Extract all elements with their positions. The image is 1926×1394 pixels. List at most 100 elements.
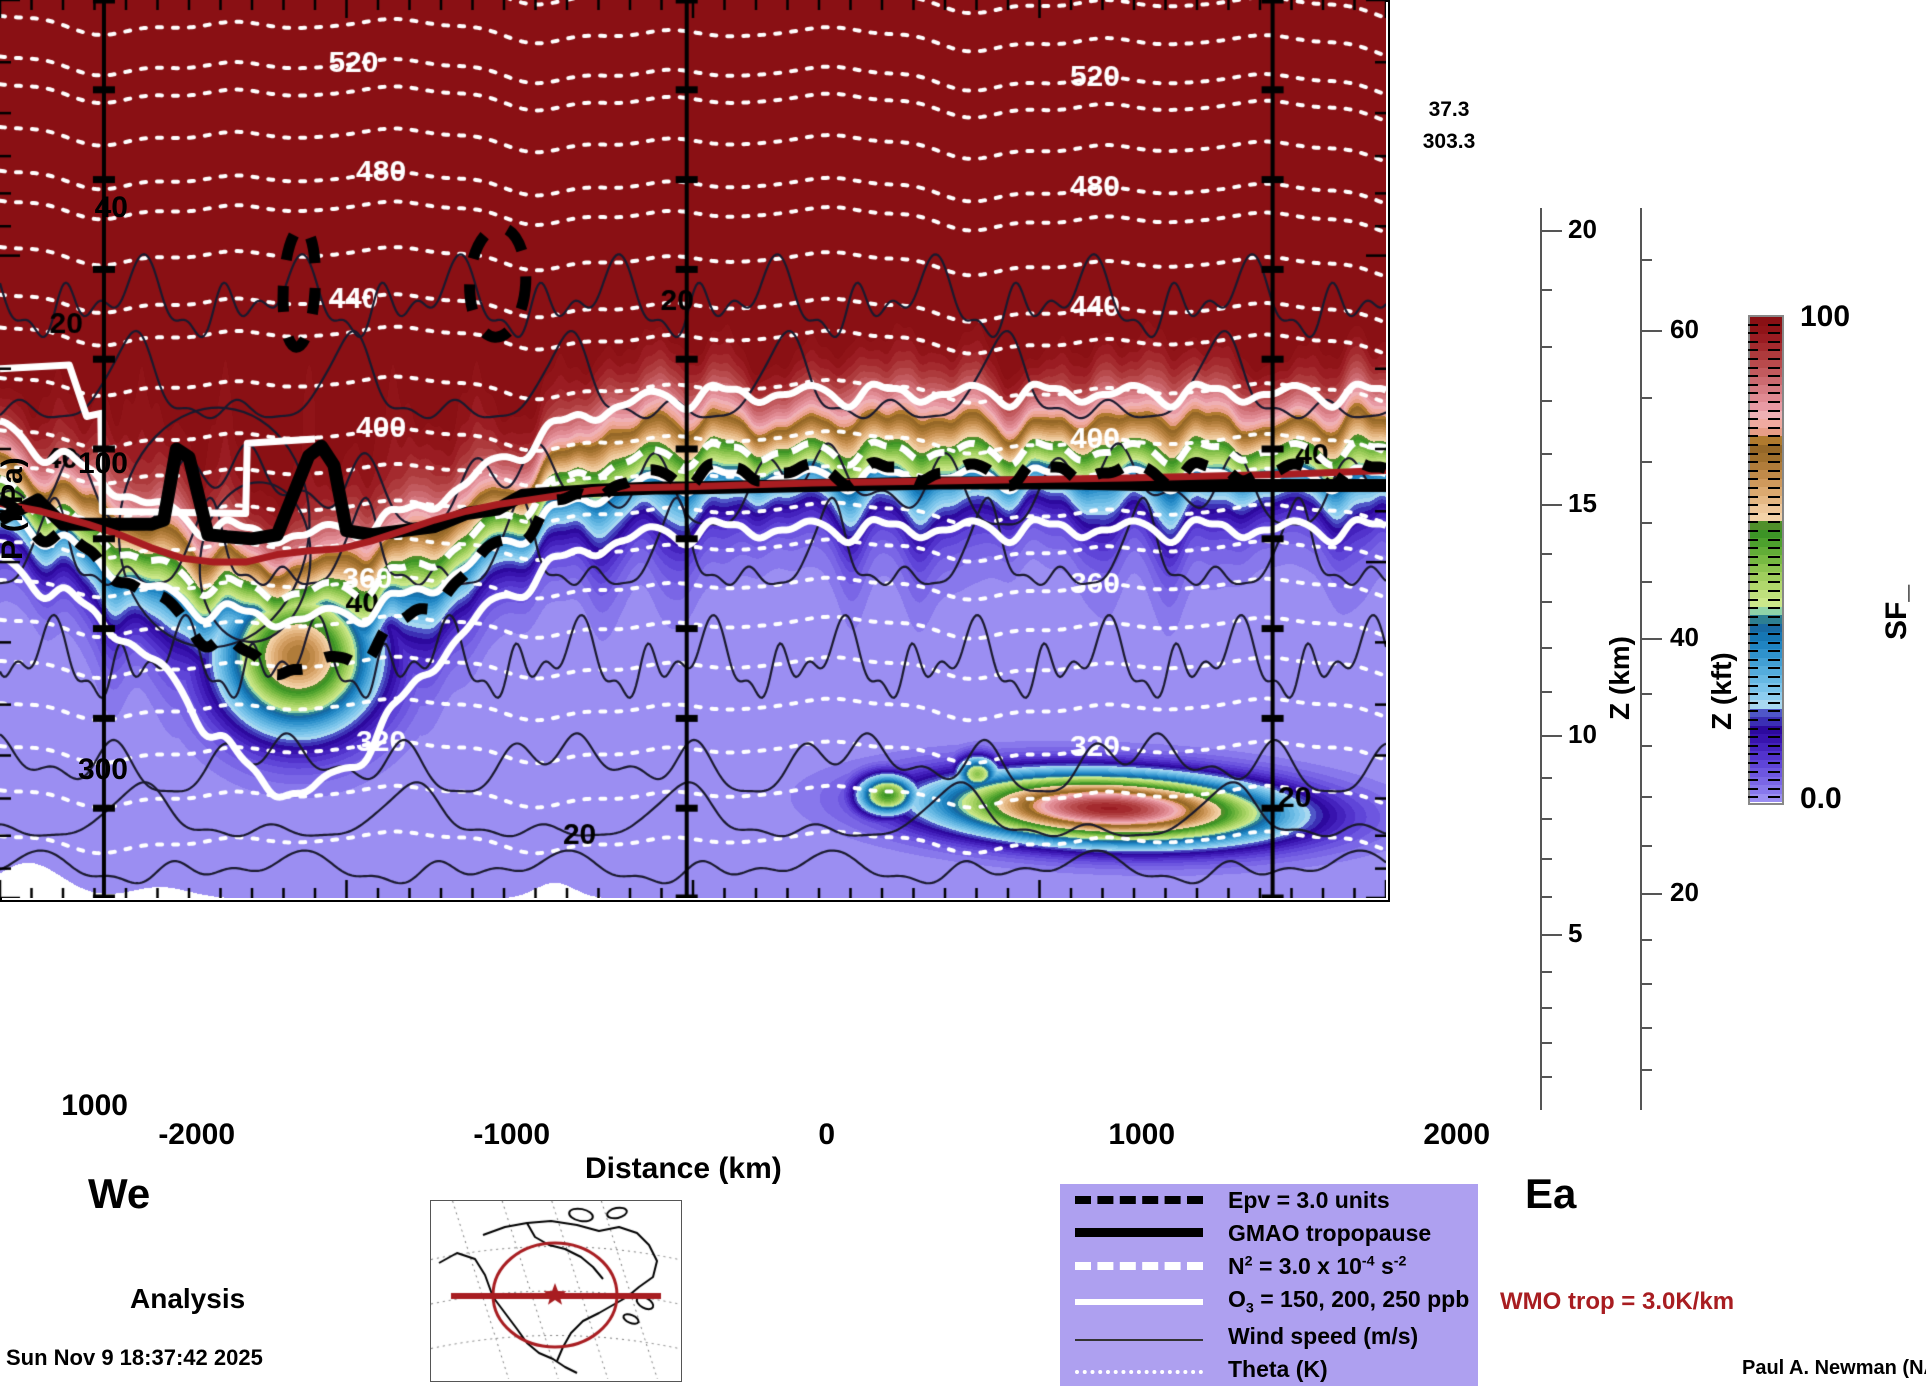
x-tick-label: 1000 [1108, 1118, 1176, 1151]
colorbar-tick [1748, 701, 1758, 704]
colorbar-tick [1748, 710, 1758, 713]
colorbar-tick [1768, 667, 1780, 670]
x-tick-label: -2000 [158, 1118, 236, 1151]
colorbar-tick [1768, 796, 1780, 799]
generation-timestamp: Sun Nov 9 18:37:42 2025 [6, 1345, 263, 1370]
colorbar-tick [1748, 658, 1758, 661]
legend-box: Epv = 3.0 units GMAO tropopause N2 = 3.0… [1060, 1184, 1478, 1386]
colorbar-tick [1768, 555, 1780, 558]
colorbar-tick [1748, 340, 1758, 343]
colorbar-tick [1768, 486, 1780, 489]
colorbar-title: SF_ [1880, 584, 1913, 640]
colorbar-tick [1768, 461, 1780, 464]
colorbar-band [1750, 725, 1782, 735]
colorbar-tick [1748, 753, 1758, 756]
legend-row: Theta (K) [1060, 1353, 1478, 1386]
colorbar-tick [1768, 504, 1780, 507]
colorbar-band [1750, 410, 1782, 420]
gmao-tropopause-line-icon [1060, 1217, 1214, 1250]
colorbar-tick [1748, 383, 1758, 386]
colorbar-tick [1748, 779, 1758, 782]
colorbar-band [1750, 461, 1782, 471]
inset-locator-map[interactable] [430, 1200, 682, 1382]
colorbar-tick [1768, 443, 1780, 446]
colorbar-tick [1768, 469, 1780, 472]
colorbar-band [1750, 793, 1782, 803]
legend-row: GMAO tropopause [1060, 1217, 1478, 1250]
west-endpoint-label: We [88, 1170, 151, 1217]
colorbar-tick [1748, 332, 1758, 335]
colorbar-band [1750, 598, 1782, 607]
colorbar-tick [1768, 710, 1780, 713]
colorbar-tick [1748, 504, 1758, 507]
colorbar-tick [1768, 521, 1780, 524]
x-axis-title: Distance (km) [585, 1152, 782, 1185]
colorbar-band [1750, 385, 1782, 394]
colorbar-band [1750, 768, 1782, 777]
colorbar-tick [1768, 676, 1780, 679]
cross-section-plot[interactable] [0, 0, 1390, 902]
colorbar-band [1750, 674, 1782, 684]
colorbar-tick [1748, 744, 1758, 747]
colorbar-tick [1748, 538, 1758, 541]
colorbar-tick [1748, 521, 1758, 524]
colorbar-tick [1748, 409, 1758, 412]
wind-speed-line-icon [1060, 1320, 1214, 1353]
colorbar-band [1750, 691, 1782, 701]
colorbar-tick [1768, 452, 1780, 455]
z-km-axis-title: Z (km) [1604, 636, 1635, 720]
x-tick-label: 2000 [1423, 1118, 1491, 1151]
epv-line-icon [1060, 1184, 1214, 1217]
colorbar-tick [1768, 744, 1780, 747]
colorbar-band [1750, 495, 1782, 505]
colorbar-tick [1748, 693, 1758, 696]
colorbar-tick [1768, 332, 1780, 335]
colorbar-band [1750, 572, 1782, 581]
contour-overlay-canvas [0, 0, 1386, 898]
colorbar-band [1750, 606, 1782, 616]
colorbar-band [1750, 453, 1782, 462]
colorbar-tick [1748, 461, 1758, 464]
colorbar-band [1750, 623, 1782, 633]
colorbar-tick [1748, 762, 1758, 765]
colorbar-band [1750, 649, 1782, 658]
analysis-label: Analysis [130, 1283, 246, 1314]
colorbar-band [1750, 776, 1782, 786]
colorbar-band [1750, 521, 1782, 530]
colorbar-band [1750, 632, 1782, 641]
colorbar-tick [1768, 349, 1780, 352]
colorbar-tick [1748, 349, 1758, 352]
colorbar-band [1750, 759, 1782, 769]
colorbar-tick [1748, 650, 1758, 653]
colorbar-tick [1748, 736, 1758, 739]
colorbar-tick [1748, 555, 1758, 558]
colorbar-tick [1748, 357, 1758, 360]
colorbar-band [1750, 683, 1782, 692]
colorbar-tick [1768, 727, 1780, 730]
colorbar-tick [1748, 719, 1758, 722]
colorbar-band [1750, 512, 1782, 522]
colorbar-band [1750, 325, 1782, 335]
colorbar-band [1750, 436, 1782, 445]
coord-value: 303.3 [1422, 130, 1476, 153]
n-squared-line-icon [1060, 1250, 1214, 1283]
colorbar-band [1750, 402, 1782, 411]
colorbar-band [1750, 504, 1782, 513]
colorbar-band [1750, 393, 1782, 403]
colorbar-band [1750, 368, 1782, 377]
colorbar-band [1750, 317, 1782, 326]
colorbar-tick [1748, 418, 1758, 421]
colorbar-tick [1768, 753, 1780, 756]
colorbar-tick [1748, 590, 1758, 593]
colorbar-tick [1768, 598, 1780, 601]
colorbar-tick [1748, 495, 1758, 498]
coord-value: 37.3 [1428, 98, 1470, 121]
colorbar-band [1750, 419, 1782, 428]
colorbar-tick [1768, 607, 1780, 610]
colorbar-tick [1748, 796, 1758, 799]
colorbar-tick [1748, 478, 1758, 481]
colorbar-tick [1748, 452, 1758, 455]
y-tick-label: 40 [94, 191, 128, 224]
colorbar-tick [1768, 538, 1780, 541]
colorbar[interactable] [1748, 315, 1784, 805]
